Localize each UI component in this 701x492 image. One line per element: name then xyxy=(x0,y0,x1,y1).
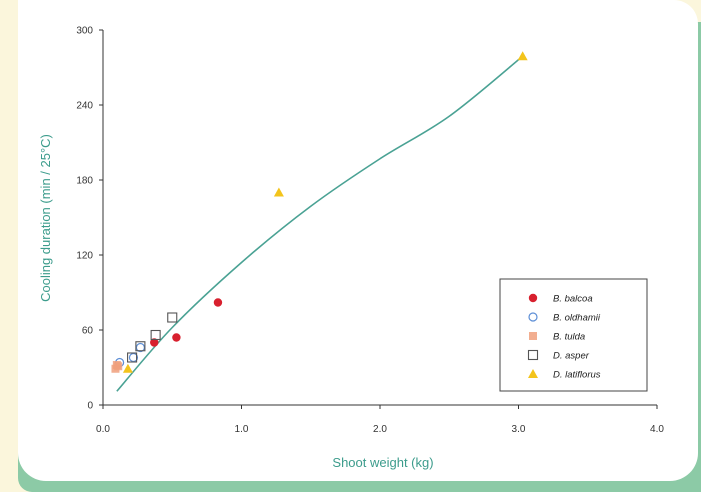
legend-marker xyxy=(527,349,539,361)
x-tick-label: 1.0 xyxy=(235,424,249,435)
legend-marker xyxy=(528,369,538,378)
x-tick-label: 2.0 xyxy=(373,424,387,435)
data-point xyxy=(150,329,161,341)
chart-panel xyxy=(18,0,698,481)
x-axis-title: Shoot weight (kg) xyxy=(332,455,433,470)
fit-curve xyxy=(116,55,524,392)
y-tick-label: 120 xyxy=(76,251,93,262)
x-tick-label: 4.0 xyxy=(650,424,664,435)
y-axis-title: Cooling duration (min / 25°C) xyxy=(38,134,53,302)
x-tick-label: 0.0 xyxy=(96,424,110,435)
y-tick-label: 180 xyxy=(76,176,93,187)
legend-marker xyxy=(529,332,537,340)
data-point xyxy=(273,187,284,197)
axis-ticks-layer: 0.0 1.0 2.0 3.0 4.0 0 60 120 180 240 300 xyxy=(76,26,664,436)
fit-curve-layer xyxy=(116,55,524,392)
y-tick-label: 0 xyxy=(87,401,93,412)
data-points-layer xyxy=(111,51,528,373)
data-point xyxy=(172,333,181,342)
y-tick-label: 240 xyxy=(76,101,93,112)
legend-box xyxy=(499,278,648,392)
y-tick-label: 300 xyxy=(76,26,93,37)
data-point xyxy=(135,341,146,352)
legend-label: B. balcoa xyxy=(553,294,593,305)
legend-label: D. latiflorus xyxy=(553,370,601,381)
x-tick-label: 3.0 xyxy=(512,424,526,435)
legend-marker xyxy=(528,312,538,322)
legend-label: D. asper xyxy=(553,351,590,362)
legend-marker xyxy=(528,293,538,303)
data-point xyxy=(167,312,178,323)
y-tick-label: 60 xyxy=(82,326,94,337)
data-point xyxy=(517,51,528,61)
legend-label: B. tulda xyxy=(553,332,585,343)
data-point xyxy=(150,338,159,347)
data-point xyxy=(114,362,123,371)
data-point xyxy=(213,298,223,307)
data-point xyxy=(127,352,138,363)
legend: B. balcoa B. oldhamii B. tulda D. asper D. l… xyxy=(499,278,648,392)
legend-label: B. oldhamii xyxy=(553,313,601,324)
data-point xyxy=(122,363,133,373)
